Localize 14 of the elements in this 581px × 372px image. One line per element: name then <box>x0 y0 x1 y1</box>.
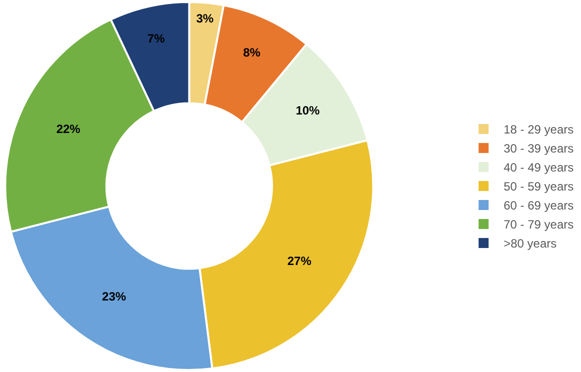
legend-label: 18 - 29 years <box>504 122 574 137</box>
legend-label: 30 - 39 years <box>504 142 574 156</box>
data-label: 8% <box>243 46 261 60</box>
legend-label: 40 - 49 years <box>504 160 574 175</box>
legend-label: 50 - 59 years <box>504 180 574 194</box>
data-label: 22% <box>56 122 81 136</box>
data-label: 23% <box>102 289 126 304</box>
legend-label: 60 - 69 years <box>504 198 574 213</box>
data-label: 27% <box>287 254 312 268</box>
data-label: 7% <box>147 32 166 46</box>
data-label: 3% <box>196 12 214 26</box>
legend-label: >80 years <box>504 236 557 251</box>
legend-label: 70 - 79 years <box>504 218 574 232</box>
data-label: 10% <box>296 104 320 118</box>
